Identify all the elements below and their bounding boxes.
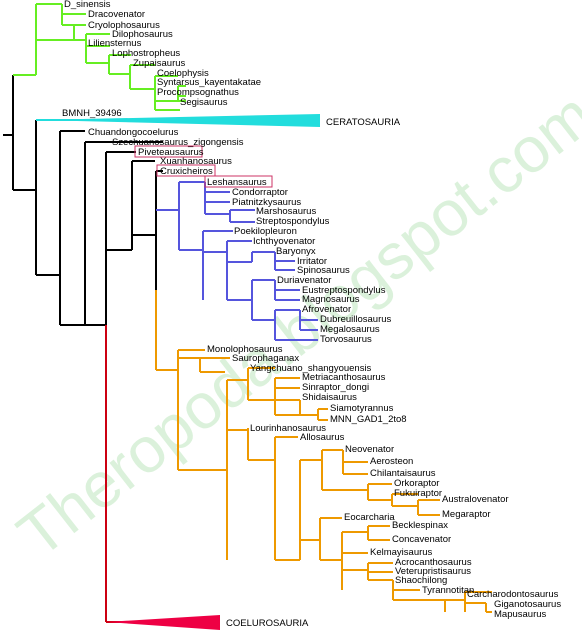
taxon-label: Kelmayisaurus [370, 547, 433, 558]
taxon-label: Piveteausaurus [138, 147, 204, 158]
taxon-label: Poekilopleuron [234, 226, 297, 237]
taxon-label: Lourinhanosaurus [250, 423, 326, 434]
taxon-label: Duriavenator [277, 275, 331, 286]
taxon-label: Eocarcharia [344, 512, 395, 523]
taxon-label: Orkoraptor [394, 478, 439, 489]
taxon-label: Spinosaurus [297, 265, 350, 276]
taxon-label: Neovenator [345, 444, 394, 455]
taxon-label: Becklespinax [392, 520, 448, 531]
clade-label-ceratosauria: CERATOSAURIA [326, 117, 401, 128]
taxon-label: Megalosaurus [320, 324, 380, 335]
taxon-label: Piatnitzkysaurus [232, 197, 301, 208]
highlight-box-cruxicheiros [156, 164, 216, 177]
taxon-label: Acrocanthosaurus [395, 557, 472, 568]
taxon-label: Yangchuano_shangyouensis [250, 363, 372, 374]
taxon-label: Chuandongocoelurus [88, 127, 179, 138]
taxon-label: Dubreuillosaurus [320, 314, 392, 325]
taxon-label: Megaraptor [442, 509, 491, 520]
taxon-label: Torvosaurus [320, 334, 372, 345]
taxon-label: Ichthyovenator [253, 236, 315, 247]
taxon-label: Xuanhanosaurus [160, 156, 232, 167]
blue-clade-branches [156, 181, 318, 341]
taxon-label: Marshosaurus [256, 206, 316, 217]
clade-label-coelurosauria: COELUROSAURIA [226, 618, 309, 629]
taxon-label: Condorraptor [232, 187, 288, 198]
taxon-label: Eustreptospondylus [302, 285, 386, 296]
taxon-label: Irritator [297, 256, 327, 267]
taxon-label: Allosaurus [300, 432, 345, 443]
taxon-label: Zupaisaurus [133, 58, 186, 69]
highlight-box-leshansaurus [204, 175, 273, 188]
taxon-label: Afrovenator [302, 304, 351, 315]
backbone-branches [3, 75, 163, 326]
coelurosauria-triangle [106, 615, 220, 630]
taxon-label: Dilophosaurus [112, 29, 173, 40]
taxon-label: Mapusaurus [494, 609, 547, 620]
taxon-label: Leshansaurus [207, 177, 267, 188]
taxon-label: Monolophosaurus [207, 344, 283, 355]
highlight-box-piveteausaurus [134, 145, 203, 158]
taxon-label: Dracovenator [88, 9, 145, 20]
orange-clade-branches [155, 290, 492, 613]
taxon-labels: D_sinensis Dracovenator Cryolophosaurus … [62, 0, 561, 629]
taxon-label: Australovenator [442, 494, 509, 505]
taxon-label: MNN_GAD1_2to8 [330, 414, 407, 425]
taxon-label: Carcharodontosaurus [467, 589, 559, 600]
taxon-label: Tyrannotitan [422, 585, 474, 596]
taxon-label: BMNH_39496 [62, 108, 122, 119]
taxon-label: Chilantaisaurus [370, 468, 436, 479]
taxon-label: Coelophysis [157, 68, 209, 79]
taxon-label: Lophostropheus [112, 48, 180, 59]
ceratosauria-branch [36, 114, 320, 127]
taxon-label: Shaochilong [395, 575, 447, 586]
ceratosauria-triangle [36, 114, 320, 127]
taxon-label: D_sinensis [64, 0, 111, 10]
green-clade-branches [13, 3, 186, 111]
taxon-label: Szechuanosaurus_zigongensis [112, 137, 244, 148]
taxon-label: Sinraptor_dongi [302, 382, 369, 393]
taxon-label: Segisaurus [180, 97, 228, 108]
taxon-label: Metriacanthosaurus [302, 372, 386, 383]
taxon-label: Fukuiraptor [394, 488, 442, 499]
taxon-label: Veterupristisaurus [395, 566, 471, 577]
taxon-label: Cruxicheiros [160, 166, 213, 177]
taxon-label: Baryonyx [276, 246, 316, 257]
taxon-label: Giganotosaurus [494, 599, 561, 610]
taxon-label: Saurophaganax [232, 353, 299, 364]
taxon-label: Cryolophosaurus [88, 20, 160, 31]
coelurosauria-branch [105, 325, 220, 630]
taxon-label: Concavenator [392, 534, 451, 545]
taxon-label: Streptospondylus [256, 216, 330, 227]
taxon-label: Shidaisaurus [302, 392, 357, 403]
taxon-label: Siamotyrannus [330, 403, 394, 414]
taxon-label: Syntarsus_kayentakatae [157, 77, 261, 88]
taxon-label: Aerosteon [370, 456, 413, 467]
taxon-label: Liliensternus [88, 38, 142, 49]
taxon-label: Magnosaurus [302, 294, 360, 305]
taxon-label: Procompsognathus [157, 87, 239, 98]
